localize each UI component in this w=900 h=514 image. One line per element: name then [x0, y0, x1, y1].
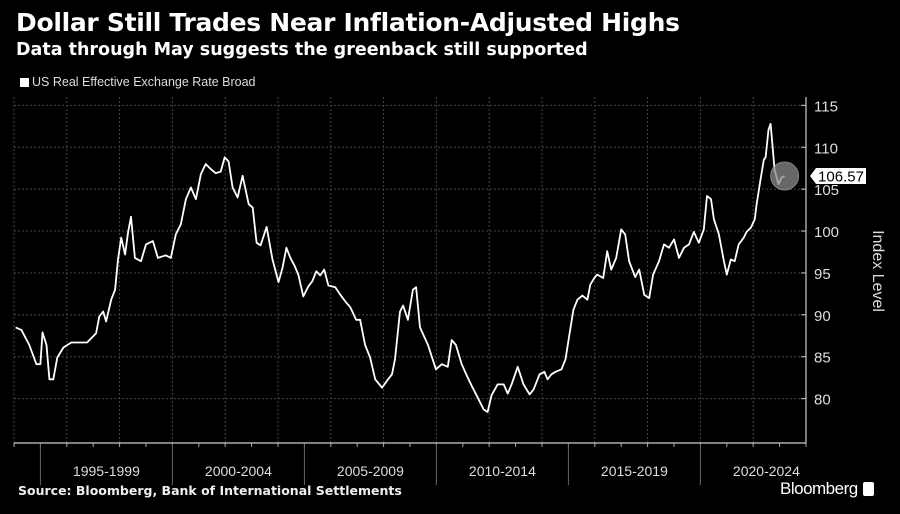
brand-text: Bloomberg: [780, 479, 858, 498]
y-axis-label: Index Level: [869, 230, 886, 312]
y-tick-label: 95: [814, 266, 831, 283]
bloomberg-logo: Bloomberg: [780, 479, 874, 499]
y-tick-label: 105: [814, 182, 839, 199]
y-tick-label: 85: [814, 350, 831, 367]
y-tick-label: 90: [814, 308, 831, 325]
legend-label: US Real Effective Exchange Rate Broad: [32, 75, 256, 89]
x-tick-label: 2015-2019: [601, 463, 668, 479]
y-tick-label: 80: [814, 392, 831, 409]
y-tick-label: 110: [814, 140, 838, 157]
y-tick-label: 115: [814, 98, 838, 115]
x-tick-label: 1995-1999: [73, 463, 140, 479]
legend-swatch: [20, 77, 29, 87]
y-tick-label: 100: [814, 224, 839, 241]
x-tick-label: 2005-2009: [337, 463, 404, 479]
chart-title: Dollar Still Trades Near Inflation-Adjus…: [16, 8, 680, 37]
series-line: [15, 122, 785, 413]
bloomberg-chart-icon: [862, 482, 874, 496]
x-tick-label: 2010-2014: [469, 463, 536, 479]
source-note: Source: Bloomberg, Bank of International…: [18, 483, 402, 498]
last-value-label: 106.57: [818, 169, 864, 186]
last-value-marker: [770, 161, 800, 191]
x-tick-label: 2000-2004: [205, 463, 272, 479]
last-value-callout: [810, 168, 866, 185]
chart-subtitle: Data through May suggests the greenback …: [16, 40, 588, 60]
legend: US Real Effective Exchange Rate Broad: [20, 75, 256, 89]
x-tick-label: 2020-2024: [733, 463, 800, 479]
